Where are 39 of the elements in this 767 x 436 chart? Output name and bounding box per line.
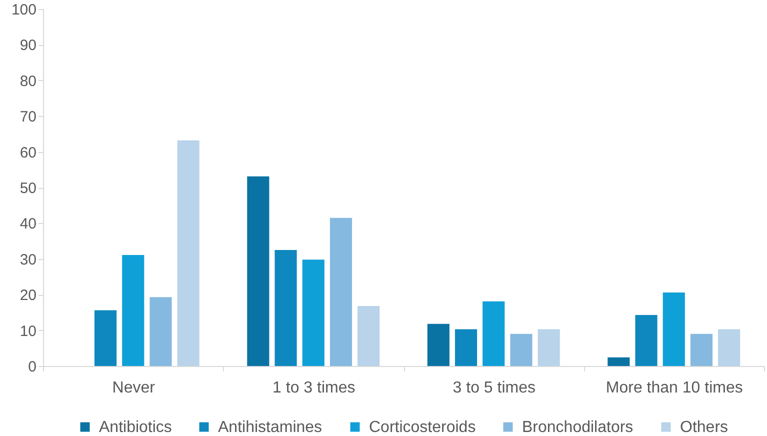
bar [358, 306, 380, 366]
y-tick-label: 90 [20, 37, 36, 54]
bar [690, 334, 713, 366]
bar [510, 334, 532, 366]
bar [330, 218, 352, 366]
legend-label: Antihistamines [218, 419, 322, 436]
bar [122, 254, 144, 366]
y-tick-label: 50 [20, 180, 36, 197]
legend-label: Bronchodilators [522, 419, 634, 436]
y-tick-label: 0 [28, 358, 36, 376]
y-tick-label: 60 [20, 144, 36, 162]
y-tick-label: 100 [11, 2, 36, 18]
y-tick-label: 20 [20, 287, 36, 304]
legend-label: Antibiotics [99, 419, 172, 436]
bar [662, 292, 685, 366]
y-tick-label: 70 [20, 108, 36, 126]
y-tick-label: 80 [20, 72, 36, 90]
y-tick-label: 30 [20, 251, 36, 268]
x-tick-label: 3 to 5 times [452, 380, 536, 396]
y-tick-label: 40 [20, 216, 36, 233]
bar [635, 314, 658, 366]
x-tick-label: More than 10 times [606, 380, 743, 396]
bar [177, 140, 200, 366]
bar [274, 250, 297, 366]
bar [94, 310, 117, 366]
bar [538, 329, 560, 366]
bar [247, 176, 270, 366]
bar [718, 329, 740, 366]
x-tick-label: 1 to 3 times [272, 380, 356, 396]
y-tick-label: 10 [20, 322, 36, 340]
bar [608, 357, 630, 366]
legend-label: Others [680, 419, 728, 436]
bar [427, 324, 450, 366]
bar [454, 329, 478, 366]
legend-label: Corticosteroids [369, 419, 476, 436]
x-tick-label: Never [112, 380, 156, 396]
bar [482, 301, 505, 366]
bar [302, 260, 324, 366]
bar [150, 297, 172, 366]
